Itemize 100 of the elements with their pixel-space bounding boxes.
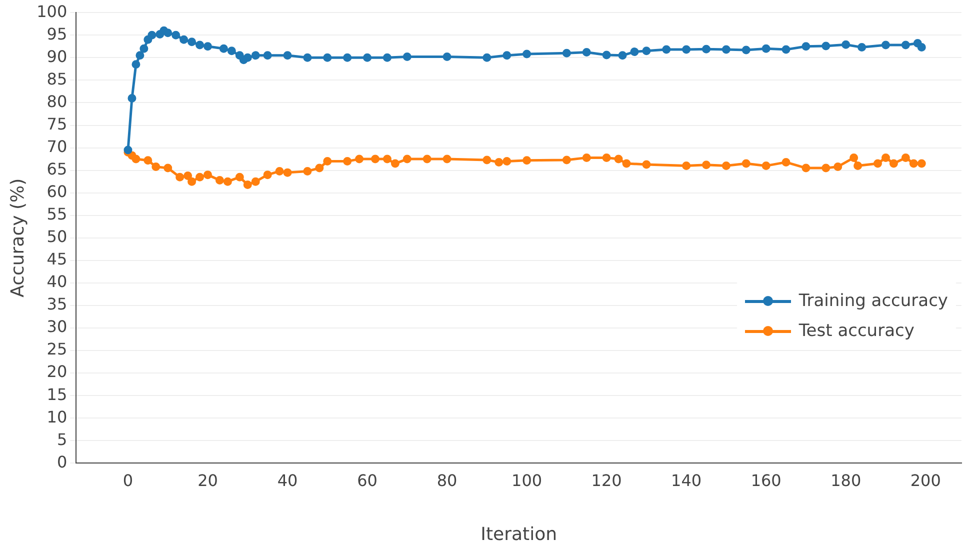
point (283, 51, 292, 60)
point (682, 162, 691, 170)
x-tick-label: 40 (277, 470, 298, 490)
point (223, 177, 232, 186)
point (196, 40, 204, 50)
point (630, 48, 639, 56)
point (303, 53, 312, 62)
point (203, 170, 212, 180)
point (502, 157, 512, 166)
y-tick-label: 70 (46, 136, 68, 156)
point (283, 168, 292, 177)
point (343, 53, 352, 62)
point (562, 48, 571, 58)
y-tick-label: 0 (56, 452, 68, 472)
point (382, 53, 392, 62)
point (642, 160, 651, 169)
point (482, 53, 492, 62)
point (128, 94, 136, 102)
point (203, 42, 212, 51)
x-tick-label: 120 (591, 470, 622, 490)
point (136, 51, 144, 60)
y-tick-label: 25 (46, 340, 68, 359)
point (622, 159, 631, 168)
point (762, 44, 770, 53)
point (124, 146, 132, 154)
point (917, 159, 926, 168)
point (901, 153, 910, 162)
point (901, 40, 910, 50)
point (482, 156, 492, 164)
x-tick-label: 100 (512, 470, 542, 490)
x-axis-title: Iteration (480, 524, 557, 545)
point (251, 177, 260, 186)
point (702, 44, 711, 54)
point (618, 51, 627, 60)
point (614, 154, 623, 164)
x-tick-label: 160 (750, 470, 782, 490)
point (132, 154, 140, 164)
point (188, 177, 196, 186)
point (602, 50, 611, 60)
point (722, 45, 730, 54)
point (132, 60, 140, 69)
point (243, 180, 252, 189)
point (889, 159, 898, 168)
point (172, 30, 180, 40)
point (323, 53, 332, 62)
point (140, 44, 148, 53)
point (390, 159, 400, 168)
point (881, 153, 890, 162)
point (188, 38, 196, 46)
y-tick-label: 65 (46, 159, 68, 178)
point (164, 164, 172, 172)
point (582, 48, 591, 57)
y-axis-title: Accuracy (%) (7, 178, 28, 298)
y-tick-label: 10 (46, 407, 68, 426)
y-tick-label: 15 (46, 384, 68, 404)
point (850, 153, 858, 162)
point (742, 159, 750, 168)
point (263, 51, 272, 60)
y-tick-label: 85 (46, 69, 68, 88)
point (180, 35, 188, 44)
y-tick-label: 45 (46, 250, 68, 269)
point (802, 42, 810, 51)
y-tick-label: 95 (46, 24, 68, 44)
point (371, 154, 380, 164)
x-tick-label: 20 (198, 470, 218, 490)
x-tick-label: 80 (436, 470, 458, 490)
x-tick-label: 140 (671, 470, 702, 490)
point (303, 166, 312, 176)
x-tick-label: 180 (830, 470, 862, 490)
point (402, 154, 412, 164)
legend-label: Training accuracy (798, 291, 948, 311)
x-tick-label: 60 (357, 470, 378, 490)
point (702, 160, 711, 170)
x-tick-label: 0 (122, 470, 134, 490)
y-tick-label: 55 (46, 204, 68, 224)
point (742, 46, 750, 54)
point (382, 154, 392, 164)
point (874, 159, 882, 168)
point (343, 157, 352, 166)
point (494, 158, 504, 166)
point (215, 176, 224, 184)
point (562, 156, 571, 164)
y-tick-label: 5 (56, 430, 68, 449)
point (582, 153, 591, 162)
point (502, 51, 512, 60)
point (909, 159, 918, 168)
y-tick-label: 90 (46, 46, 68, 66)
point (355, 154, 364, 164)
point (219, 44, 228, 53)
point (522, 156, 532, 165)
point (802, 164, 810, 172)
point (834, 162, 842, 171)
point (917, 43, 926, 52)
point (442, 154, 452, 164)
y-tick-label: 60 (46, 182, 68, 201)
point (522, 50, 532, 58)
point (881, 40, 890, 50)
point (315, 164, 324, 172)
point (842, 40, 850, 49)
point (782, 158, 790, 166)
